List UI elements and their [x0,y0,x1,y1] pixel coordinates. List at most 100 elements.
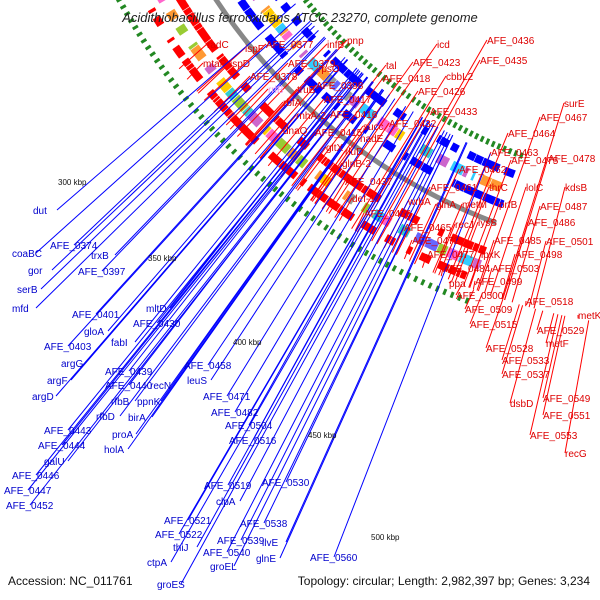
gene-label[interactable]: thiJ [173,543,189,554]
gene-label[interactable]: AFE_0551 [543,411,591,422]
gene-label[interactable]: ilvE [262,538,278,549]
gene-label[interactable]: AFE_0478 [548,154,596,165]
gene-label[interactable]: radC [207,40,229,51]
gene-label[interactable]: AFE_0519 [204,481,252,492]
gene-label[interactable]: AFE_0499 [475,277,523,288]
gene-label[interactable]: AFE_0487 [540,202,588,213]
gene-label[interactable]: fabI [111,338,128,349]
gene-label[interactable]: argF [47,376,68,387]
gene-label[interactable]: AFE_0522 [155,530,203,541]
gene-label[interactable]: AFE_0436 [487,36,535,47]
gene-label[interactable]: AFE_0518 [526,297,574,308]
gene-label[interactable]: AFE_0477 [427,250,475,261]
gene-label[interactable]: gor [28,266,43,277]
gene-label[interactable]: ispF [245,44,264,55]
gene-label[interactable]: rpsO [318,64,340,75]
gene-label[interactable]: AFE_0398 [316,81,364,92]
gene-label[interactable]: AFE_0456 [364,209,412,220]
gene-label[interactable]: AFE_0529 [537,326,585,337]
gene-label[interactable]: nadE [360,134,384,145]
gene-label[interactable]: AFE_0515 [470,320,518,331]
gene-label[interactable]: AFE_0374 [50,241,98,252]
gene-label[interactable]: ispD [230,59,250,70]
gene-label[interactable]: AFE_0560 [310,553,358,564]
gene-label[interactable]: AFE_0440 [105,381,153,392]
gene-label[interactable]: AFE_0435 [480,56,528,67]
gene-label[interactable]: glnE [256,554,276,565]
gene-label[interactable]: lysS [478,218,497,229]
gene-label[interactable]: AFE_0378 [250,72,298,83]
gene-label[interactable]: AFE_0415 [315,128,363,139]
gene-label[interactable]: AFE_0539 [217,536,265,547]
gene-label[interactable]: mltD [146,304,167,315]
gene-label[interactable]: mfd [12,304,29,315]
gene-label[interactable]: wrbA [407,197,431,208]
gene-label[interactable]: AFE_0471 [203,392,251,403]
gene-label[interactable]: AFE_0540 [203,548,251,559]
gene-label[interactable]: argD [32,392,54,403]
gene-label[interactable]: AFE_0416 [330,110,378,121]
gene-label[interactable]: rluD [345,147,363,158]
gene-label[interactable]: AFE_0504 [225,421,273,432]
gene-label[interactable]: AFE_0458 [184,361,232,372]
gene-label[interactable]: AFE_0486 [528,218,576,229]
gene-label[interactable]: AFE_0537 [502,370,550,381]
gene-label[interactable]: AFE_0472 [412,236,460,247]
gene-label[interactable]: AFE_0465 [404,223,452,234]
gene-label[interactable]: glnA [436,200,456,211]
gene-label[interactable]: AFE_0439 [105,367,153,378]
gene-label[interactable]: AFE_0443 [44,426,92,437]
gene-label[interactable]: AFE_0437 [345,177,393,188]
gene-label[interactable]: AFE_0485 [494,236,542,247]
gene-label[interactable]: prfB [499,200,518,211]
gene-label[interactable]: metF [546,339,569,350]
gene-label[interactable]: dsbD [510,399,533,410]
gene-label[interactable]: rfbB [111,397,130,408]
gene-label[interactable]: AFE_0500 [456,291,504,302]
gene-label[interactable]: def-1 [352,194,375,205]
gene-label[interactable]: AFE_0461 [430,183,478,194]
gene-label[interactable]: AFE_0482 [211,408,259,419]
gene-label[interactable]: dnaQ [283,126,308,137]
gene-label[interactable]: ctpA [147,558,167,569]
gene-label[interactable]: galU [44,457,65,468]
gene-label[interactable]: AFE_0377 [266,40,314,51]
gene-label[interactable]: leuS [187,376,207,387]
gene-label[interactable]: AFE_0516 [229,436,277,447]
gene-label[interactable]: lolC [526,183,543,194]
gene-label[interactable]: icd [437,40,450,51]
gene-label[interactable]: gltX [326,143,344,154]
gene-label[interactable]: holA [104,445,124,456]
gene-label[interactable]: AFE_0430 [133,319,181,330]
gene-label[interactable]: clpA [216,497,236,508]
gene-label[interactable]: AFE_0379 [288,59,336,70]
gene-label[interactable]: AFE_0467 [540,113,588,124]
gene-label[interactable]: AFE_0397 [78,267,126,278]
gene-label[interactable]: AFE_0417 [324,95,372,106]
gene-label[interactable]: recG [565,449,587,460]
gene-label[interactable]: mtaP [203,59,227,70]
gene-label[interactable]: AFE_0423 [413,58,461,69]
gene-label[interactable]: cbbL2 [446,72,474,83]
gene-label[interactable]: recJ [455,220,474,231]
gene-label[interactable]: AFE_0432 [389,119,437,130]
gene-label[interactable]: metM [462,200,487,211]
gene-label[interactable]: trxB [91,251,109,262]
gene-label[interactable]: truB [297,85,316,96]
gene-label[interactable]: AFE_0553 [530,431,578,442]
gene-label[interactable]: kdsB [565,183,588,194]
gene-label[interactable]: birA [128,413,146,424]
gene-label[interactable]: gloA [84,327,104,338]
gene-label[interactable]: rrlB [268,85,284,96]
gene-label[interactable]: AFE_0463 [491,148,539,159]
gene-label[interactable]: AFE_0433 [430,107,478,118]
gene-label[interactable]: dut [33,206,47,217]
gene-label[interactable]: AFE_0401 [72,310,120,321]
gene-label[interactable]: infB [327,40,345,51]
gene-label[interactable]: AFE_0446 [12,471,60,482]
gene-label[interactable]: thrC [489,183,508,194]
gene-label[interactable]: ppa [449,279,466,290]
gene-label[interactable]: surE [564,99,585,110]
gene-label[interactable]: rnhA-2 [296,111,326,122]
gene-label[interactable]: AFE_0528 [486,344,534,355]
